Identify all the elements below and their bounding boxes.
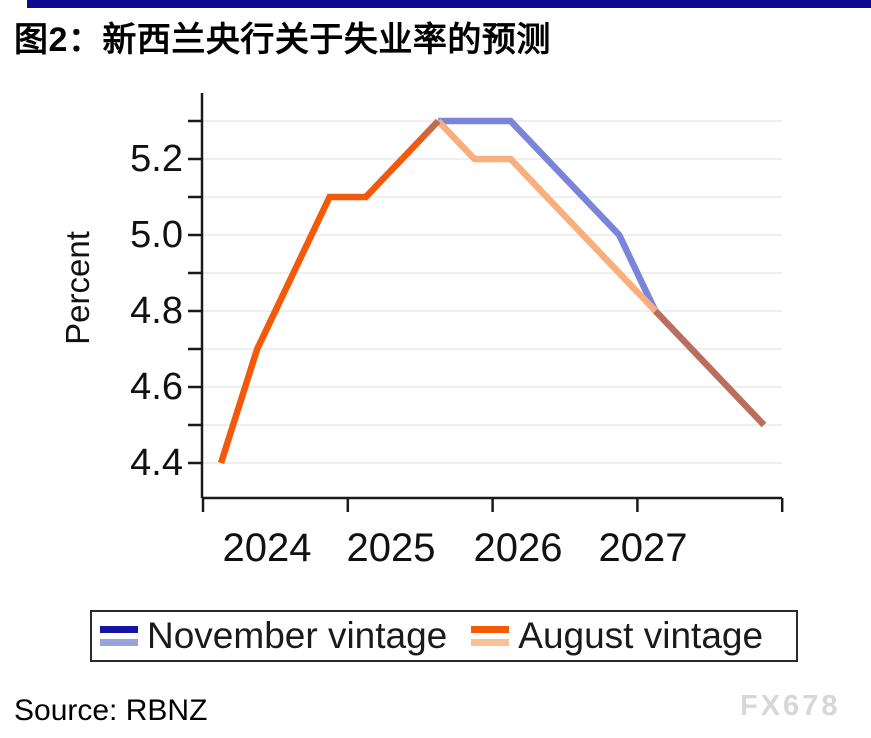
legend-label-november: November vintage (147, 615, 448, 656)
august-forecast-swatch-bar (471, 639, 510, 646)
series-segment-august (435, 118, 658, 314)
y-axis-tick-label: 5.2 (130, 138, 183, 180)
august-line-swatch-icon (471, 626, 510, 646)
y-axis-tick-label: 5.0 (130, 214, 183, 256)
figure-title: 图2：新西兰央行关于失业率的预测 (14, 21, 551, 59)
august-history-swatch-bar (471, 626, 510, 633)
y-axis-tick-label: 4.6 (130, 366, 183, 408)
y-axis-tick-label: 4.4 (130, 442, 183, 484)
series-segment-blend (653, 308, 767, 428)
top-accent-bar (27, 0, 871, 8)
november-history-swatch-bar (100, 626, 138, 633)
series-segment-november (438, 117, 659, 313)
legend-label-august: August vintage (518, 615, 764, 656)
series-segment-history (217, 156, 405, 464)
x-axis-year-label: 2025 (346, 526, 436, 570)
legend-item-november: November vintage (92, 612, 447, 660)
series-segment-blend_rise (399, 118, 441, 162)
november-line-swatch-icon (100, 626, 138, 646)
legend-box: November vintage August vintage (90, 610, 798, 662)
y-axis-tick-label: 4.8 (130, 290, 183, 332)
november-forecast-swatch-bar (100, 639, 138, 646)
x-axis-year-label: 2026 (473, 526, 563, 570)
watermark-fx678: FX678 (740, 690, 841, 722)
x-axis-year-label: 2027 (598, 526, 688, 570)
legend-item-august: August vintage (463, 612, 763, 660)
source-text: Source: RBNZ (14, 694, 208, 727)
x-axis-year-label: 2024 (222, 526, 312, 570)
